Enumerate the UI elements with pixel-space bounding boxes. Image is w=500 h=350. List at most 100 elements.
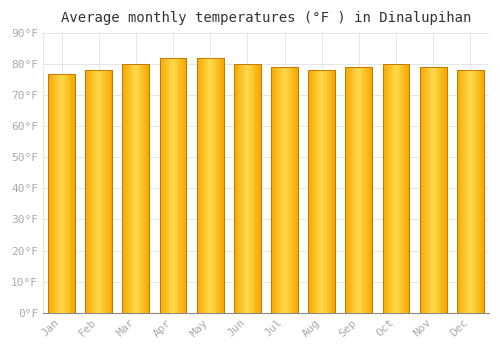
Bar	[132, 64, 133, 313]
Bar	[280, 67, 281, 313]
Bar	[271, 67, 298, 313]
Bar	[367, 67, 368, 313]
Bar	[173, 58, 174, 313]
Bar	[396, 64, 397, 313]
Bar	[296, 67, 297, 313]
Bar	[128, 64, 130, 313]
Bar	[122, 64, 124, 313]
Bar	[468, 70, 469, 313]
Bar	[168, 58, 170, 313]
Bar	[197, 58, 224, 313]
Bar	[279, 67, 280, 313]
Bar	[370, 67, 372, 313]
Bar	[126, 64, 127, 313]
Bar	[241, 64, 242, 313]
Bar	[271, 67, 298, 313]
Bar	[295, 67, 296, 313]
Bar	[100, 70, 102, 313]
Bar	[72, 74, 73, 313]
Bar	[320, 70, 321, 313]
Bar	[387, 64, 388, 313]
Bar	[478, 70, 479, 313]
Bar	[105, 70, 106, 313]
Bar	[352, 67, 354, 313]
Title: Average monthly temperatures (°F ) in Dinalupihan: Average monthly temperatures (°F ) in Di…	[60, 11, 471, 25]
Bar	[317, 70, 318, 313]
Bar	[325, 70, 326, 313]
Bar	[483, 70, 484, 313]
Bar	[160, 58, 186, 313]
Bar	[106, 70, 108, 313]
Bar	[432, 67, 433, 313]
Bar	[234, 64, 235, 313]
Bar	[175, 58, 176, 313]
Bar	[384, 64, 386, 313]
Bar	[94, 70, 95, 313]
Bar	[329, 70, 330, 313]
Bar	[281, 67, 282, 313]
Bar	[438, 67, 440, 313]
Bar	[143, 64, 144, 313]
Bar	[322, 70, 324, 313]
Bar	[252, 64, 254, 313]
Bar	[205, 58, 206, 313]
Bar	[68, 74, 70, 313]
Bar	[457, 70, 483, 313]
Bar	[272, 67, 273, 313]
Bar	[200, 58, 202, 313]
Bar	[160, 58, 186, 313]
Bar	[57, 74, 58, 313]
Bar	[368, 67, 370, 313]
Bar	[197, 58, 198, 313]
Bar	[256, 64, 257, 313]
Bar	[234, 64, 260, 313]
Bar	[404, 64, 405, 313]
Bar	[138, 64, 140, 313]
Bar	[104, 70, 105, 313]
Bar	[359, 67, 360, 313]
Bar	[259, 64, 260, 313]
Bar	[92, 70, 94, 313]
Bar	[211, 58, 212, 313]
Bar	[382, 64, 384, 313]
Bar	[171, 58, 172, 313]
Bar	[288, 67, 289, 313]
Bar	[166, 58, 167, 313]
Bar	[65, 74, 66, 313]
Bar	[122, 64, 149, 313]
Bar	[251, 64, 252, 313]
Bar	[213, 58, 214, 313]
Bar	[180, 58, 181, 313]
Bar	[286, 67, 287, 313]
Bar	[427, 67, 428, 313]
Bar	[362, 67, 364, 313]
Bar	[145, 64, 146, 313]
Bar	[137, 64, 138, 313]
Bar	[311, 70, 312, 313]
Bar	[49, 74, 50, 313]
Bar	[390, 64, 392, 313]
Bar	[466, 70, 468, 313]
Bar	[347, 67, 348, 313]
Bar	[135, 64, 136, 313]
Bar	[142, 64, 143, 313]
Bar	[243, 64, 244, 313]
Bar	[291, 67, 292, 313]
Bar	[110, 70, 111, 313]
Bar	[436, 67, 438, 313]
Bar	[56, 74, 57, 313]
Bar	[73, 74, 74, 313]
Bar	[103, 70, 104, 313]
Bar	[250, 64, 251, 313]
Bar	[234, 64, 260, 313]
Bar	[462, 70, 463, 313]
Bar	[48, 74, 49, 313]
Bar	[165, 58, 166, 313]
Bar	[332, 70, 334, 313]
Bar	[405, 64, 406, 313]
Bar	[164, 58, 165, 313]
Bar	[125, 64, 126, 313]
Bar	[356, 67, 357, 313]
Bar	[162, 58, 163, 313]
Bar	[403, 64, 404, 313]
